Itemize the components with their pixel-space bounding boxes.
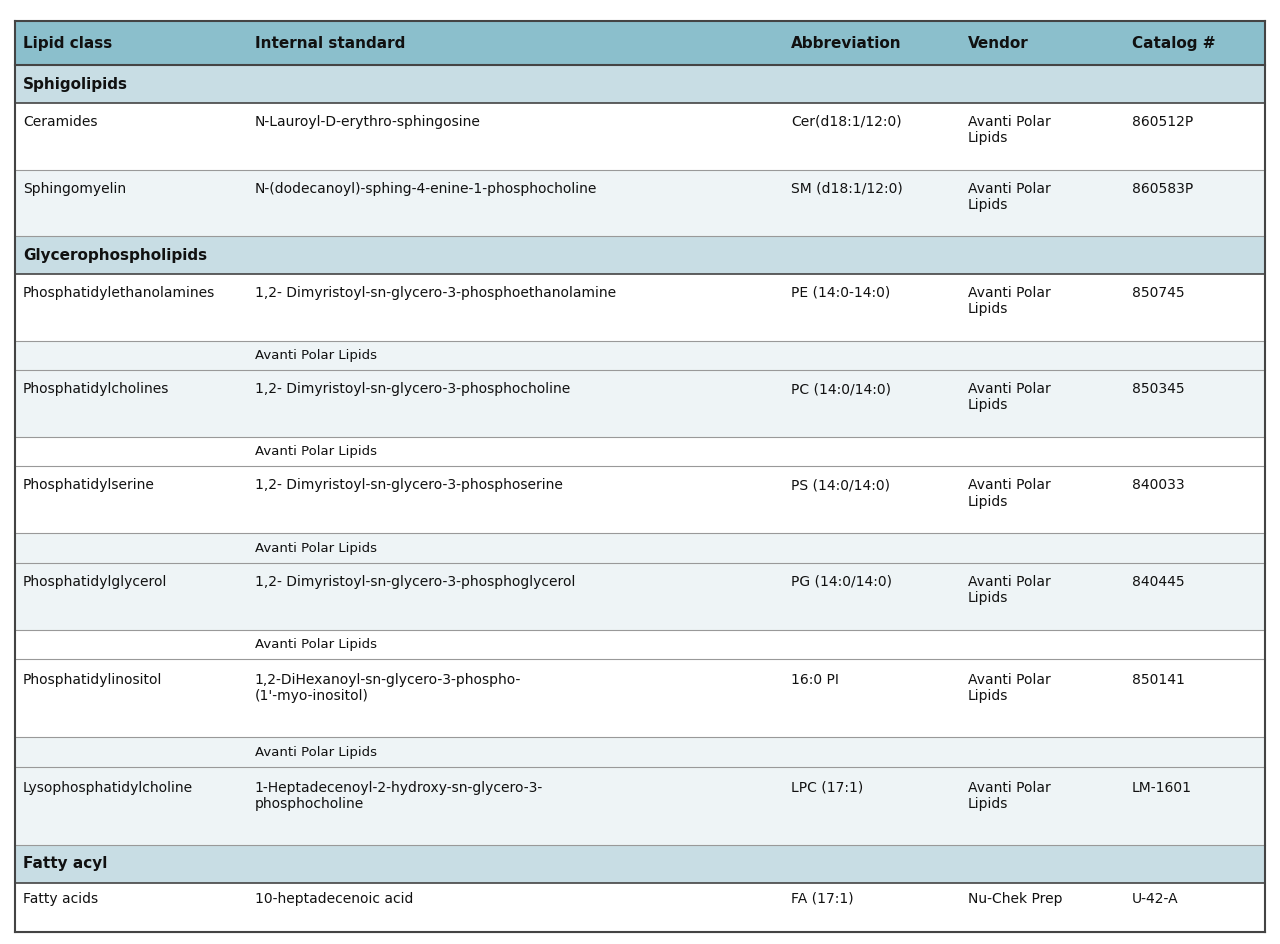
Text: PC (14:0/14:0): PC (14:0/14:0) (791, 382, 891, 396)
Text: FA (17:1): FA (17:1) (791, 891, 854, 905)
Text: N-Lauroyl-D-erythro-sphingosine: N-Lauroyl-D-erythro-sphingosine (255, 115, 480, 128)
Bar (15, 466, 1265, 533)
Bar (15, 103, 1265, 170)
Text: Glycerophospholipids: Glycerophospholipids (23, 247, 207, 262)
Text: U-42-A: U-42-A (1132, 891, 1178, 905)
Text: SM (d18:1/12:0): SM (d18:1/12:0) (791, 181, 902, 195)
Bar (15, 563, 1265, 630)
Text: LM-1601: LM-1601 (1132, 781, 1192, 795)
Bar (15, 170, 1265, 237)
Text: Phosphatidylcholines: Phosphatidylcholines (23, 382, 169, 396)
Text: Lysophosphatidylcholine: Lysophosphatidylcholine (23, 781, 193, 795)
Bar (15, 883, 1265, 932)
Bar (15, 237, 1265, 274)
Text: 860512P: 860512P (1132, 115, 1193, 128)
Bar (15, 737, 1265, 767)
Text: 1,2- Dimyristoyl-sn-glycero-3-phosphocholine: 1,2- Dimyristoyl-sn-glycero-3-phosphocho… (255, 382, 570, 396)
Text: 850141: 850141 (1132, 673, 1184, 687)
Text: PE (14:0-14:0): PE (14:0-14:0) (791, 286, 891, 300)
Text: Fatty acids: Fatty acids (23, 891, 99, 905)
Text: Phosphatidylethanolamines: Phosphatidylethanolamines (23, 286, 215, 300)
Text: 1,2- Dimyristoyl-sn-glycero-3-phosphoethanolamine: 1,2- Dimyristoyl-sn-glycero-3-phosphoeth… (255, 286, 616, 300)
Text: Avanti Polar
Lipids: Avanti Polar Lipids (968, 673, 1051, 703)
Text: LPC (17:1): LPC (17:1) (791, 781, 863, 795)
Text: Avanti Polar Lipids: Avanti Polar Lipids (255, 349, 376, 362)
Bar (15, 341, 1265, 370)
Bar (15, 630, 1265, 659)
Bar (15, 274, 1265, 341)
Text: 840445: 840445 (1132, 575, 1184, 589)
Text: Avanti Polar
Lipids: Avanti Polar Lipids (968, 781, 1051, 811)
Text: PG (14:0/14:0): PG (14:0/14:0) (791, 575, 892, 589)
Bar (15, 370, 1265, 437)
Text: Avanti Polar Lipids: Avanti Polar Lipids (255, 746, 376, 759)
Text: 16:0 PI: 16:0 PI (791, 673, 838, 687)
Text: Abbreviation: Abbreviation (791, 36, 901, 51)
Bar (15, 533, 1265, 563)
Text: Vendor: Vendor (968, 36, 1028, 51)
Text: Nu-Chek Prep: Nu-Chek Prep (968, 891, 1062, 905)
Text: 850745: 850745 (1132, 286, 1184, 300)
Text: Avanti Polar
Lipids: Avanti Polar Lipids (968, 286, 1051, 316)
Text: N-(dodecanoyl)-sphing-4-enine-1-phosphocholine: N-(dodecanoyl)-sphing-4-enine-1-phosphoc… (255, 181, 596, 195)
Text: 840033: 840033 (1132, 479, 1184, 493)
Text: Lipid class: Lipid class (23, 36, 113, 51)
Text: Catalog #: Catalog # (1132, 36, 1215, 51)
Text: Avanti Polar
Lipids: Avanti Polar Lipids (968, 115, 1051, 145)
Text: Avanti Polar
Lipids: Avanti Polar Lipids (968, 181, 1051, 211)
Text: 860583P: 860583P (1132, 181, 1193, 195)
Text: 850345: 850345 (1132, 382, 1184, 396)
Text: Fatty acyl: Fatty acyl (23, 856, 108, 871)
Bar (15, 21, 1265, 65)
Text: Sphingomyelin: Sphingomyelin (23, 181, 127, 195)
Bar (15, 767, 1265, 845)
Bar (15, 437, 1265, 466)
Text: Avanti Polar Lipids: Avanti Polar Lipids (255, 638, 376, 650)
Text: 1,2- Dimyristoyl-sn-glycero-3-phosphoserine: 1,2- Dimyristoyl-sn-glycero-3-phosphoser… (255, 479, 563, 493)
Bar (15, 845, 1265, 883)
Text: Phosphatidylserine: Phosphatidylserine (23, 479, 155, 493)
Text: Avanti Polar
Lipids: Avanti Polar Lipids (968, 382, 1051, 413)
Text: Avanti Polar
Lipids: Avanti Polar Lipids (968, 479, 1051, 509)
Text: Ceramides: Ceramides (23, 115, 97, 128)
Text: PS (14:0/14:0): PS (14:0/14:0) (791, 479, 890, 493)
Text: Phosphatidylinositol: Phosphatidylinositol (23, 673, 163, 687)
Bar (15, 65, 1265, 103)
Text: Sphigolipids: Sphigolipids (23, 76, 128, 92)
Text: Internal standard: Internal standard (255, 36, 404, 51)
Text: Phosphatidylglycerol: Phosphatidylglycerol (23, 575, 168, 589)
Text: Cer(d18:1/12:0): Cer(d18:1/12:0) (791, 115, 901, 128)
Text: Avanti Polar Lipids: Avanti Polar Lipids (255, 542, 376, 554)
Text: 1-Heptadecenoyl-2-hydroxy-sn-glycero-3-
phosphocholine: 1-Heptadecenoyl-2-hydroxy-sn-glycero-3- … (255, 781, 543, 811)
Text: Avanti Polar Lipids: Avanti Polar Lipids (255, 446, 376, 458)
Text: Avanti Polar
Lipids: Avanti Polar Lipids (968, 575, 1051, 605)
Text: 10-heptadecenoic acid: 10-heptadecenoic acid (255, 891, 413, 905)
Text: 1,2-DiHexanoyl-sn-glycero-3-phospho-
(1'-myo-inositol): 1,2-DiHexanoyl-sn-glycero-3-phospho- (1'… (255, 673, 521, 703)
Bar (15, 659, 1265, 737)
Text: 1,2- Dimyristoyl-sn-glycero-3-phosphoglycerol: 1,2- Dimyristoyl-sn-glycero-3-phosphogly… (255, 575, 575, 589)
